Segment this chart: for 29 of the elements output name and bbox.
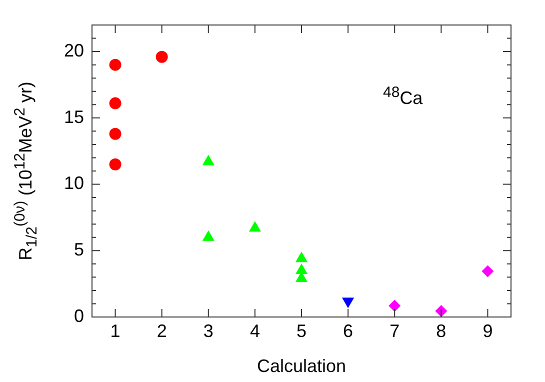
y-tick-label: 20 <box>64 40 84 61</box>
y-tick-label: 5 <box>74 240 84 260</box>
x-tick-label: 2 <box>156 320 167 341</box>
x-tick-label: 1 <box>110 320 120 341</box>
point <box>109 158 122 170</box>
point <box>482 265 494 278</box>
x-tick-label: 9 <box>482 320 493 341</box>
point <box>202 230 214 241</box>
point <box>109 128 122 140</box>
y-tick-label: 10 <box>64 173 84 194</box>
point <box>109 97 122 110</box>
annotation: $^{48}$Ca <box>383 84 423 109</box>
x-axis-title: Calculation <box>256 356 346 376</box>
x-tick-label: 8 <box>436 320 446 341</box>
x-tick-label: 3 <box>203 320 214 341</box>
point <box>248 221 262 232</box>
point <box>202 154 214 166</box>
point <box>295 264 308 274</box>
point <box>156 50 168 63</box>
x-tick-label: 6 <box>343 320 354 341</box>
point <box>435 305 448 317</box>
x-tick-label: 5 <box>296 320 307 341</box>
point <box>295 252 308 262</box>
x-tick-label: 4 <box>250 320 260 341</box>
point <box>388 300 401 312</box>
y-tick-label: 15 <box>64 106 84 127</box>
y-tick-label: 0 <box>74 306 84 326</box>
x-tick-label: 7 <box>390 320 400 341</box>
point <box>109 58 122 71</box>
